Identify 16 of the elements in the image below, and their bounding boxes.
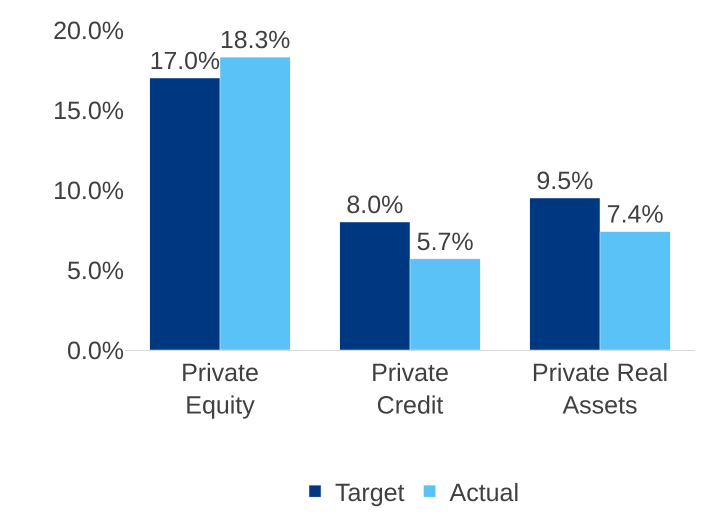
legend-label: Actual (450, 478, 520, 507)
y-tick-label: 0.0% (67, 336, 124, 365)
data-label: 8.0% (346, 191, 404, 219)
data-label: 9.5% (536, 167, 594, 195)
x-tick-label: Private Real Assets (532, 359, 668, 420)
legend-label: Target (335, 478, 405, 507)
x-tick-label: Private Credit (371, 359, 449, 420)
y-tick-label: 10.0% (53, 176, 124, 205)
x-tick-label: Private Equity (181, 359, 259, 420)
data-label: 17.0% (150, 48, 220, 76)
data-label: 7.4% (606, 200, 664, 229)
y-tick-label: 5.0% (67, 256, 124, 285)
y-tick-label: 20.0% (53, 16, 124, 45)
data-label: 18.3% (220, 27, 290, 54)
y-tick-label: 15.0% (53, 96, 124, 125)
data-label: 5.7% (416, 228, 474, 256)
